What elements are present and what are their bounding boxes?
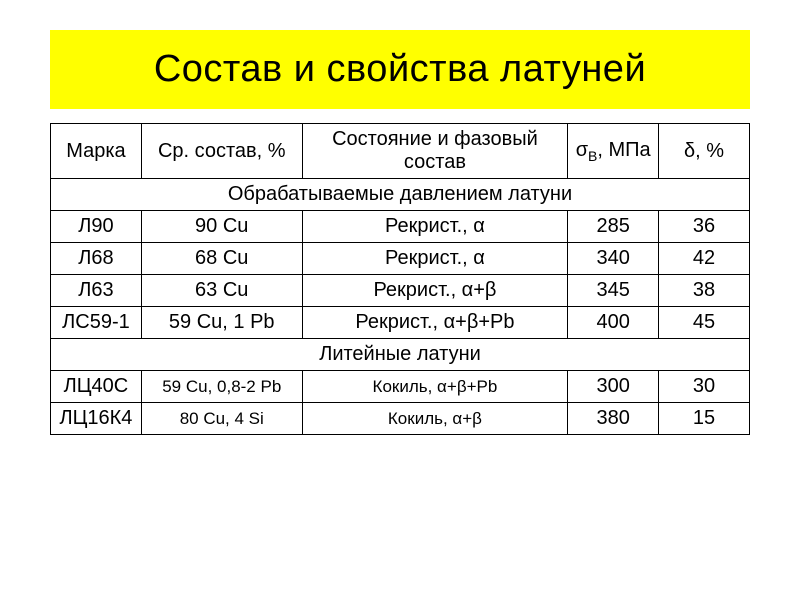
- cell-comp: 80 Cu, 4 Si: [141, 403, 302, 435]
- cell-state: Кокиль, α+β+Pb: [302, 371, 568, 403]
- cell-mark: Л63: [51, 275, 142, 307]
- table-section-row: Обрабатываемые давлением латуни: [51, 179, 750, 211]
- slide: Состав и свойства латуней Марка Ср. сост…: [0, 0, 800, 600]
- table-row: ЛЦ16К480 Cu, 4 SiКокиль, α+β38015: [51, 403, 750, 435]
- slide-title: Состав и свойства латуней: [60, 48, 740, 91]
- cell-comp: 68 Cu: [141, 243, 302, 275]
- table-section-title: Литейные латуни: [51, 339, 750, 371]
- cell-mark: Л90: [51, 211, 142, 243]
- cell-sigma: 285: [568, 211, 659, 243]
- cell-delta: 45: [659, 307, 750, 339]
- table-row: ЛС59-159 Cu, 1 PbРекрист., α+β+Pb40045: [51, 307, 750, 339]
- col-header-sigma: σВ, МПа: [568, 124, 659, 179]
- cell-comp: 90 Cu: [141, 211, 302, 243]
- table-row: Л6868 CuРекрист., α34042: [51, 243, 750, 275]
- col-header-mark: Марка: [51, 124, 142, 179]
- col-header-state: Состояние и фазовый состав: [302, 124, 568, 179]
- cell-sigma: 340: [568, 243, 659, 275]
- brass-table: Марка Ср. состав, % Состояние и фазовый …: [50, 123, 750, 435]
- cell-sigma: 300: [568, 371, 659, 403]
- cell-delta: 38: [659, 275, 750, 307]
- cell-state: Рекрист., α+β+Pb: [302, 307, 568, 339]
- cell-sigma: 380: [568, 403, 659, 435]
- table-header-row: Марка Ср. состав, % Состояние и фазовый …: [51, 124, 750, 179]
- cell-state: Рекрист., α: [302, 211, 568, 243]
- cell-delta: 15: [659, 403, 750, 435]
- col-header-delta: δ, %: [659, 124, 750, 179]
- cell-mark: ЛЦ16К4: [51, 403, 142, 435]
- cell-delta: 30: [659, 371, 750, 403]
- table-row: Л6363 CuРекрист., α+β34538: [51, 275, 750, 307]
- cell-delta: 42: [659, 243, 750, 275]
- cell-state: Рекрист., α: [302, 243, 568, 275]
- cell-mark: Л68: [51, 243, 142, 275]
- cell-state: Рекрист., α+β: [302, 275, 568, 307]
- table-body: Обрабатываемые давлением латуниЛ9090 CuР…: [51, 179, 750, 435]
- cell-comp: 59 Cu, 0,8-2 Pb: [141, 371, 302, 403]
- cell-comp: 59 Cu, 1 Pb: [141, 307, 302, 339]
- title-bar: Состав и свойства латуней: [50, 30, 750, 109]
- col-header-composition: Ср. состав, %: [141, 124, 302, 179]
- cell-mark: ЛЦ40С: [51, 371, 142, 403]
- cell-sigma: 400: [568, 307, 659, 339]
- table-row: Л9090 CuРекрист., α28536: [51, 211, 750, 243]
- table-row: ЛЦ40С59 Cu, 0,8-2 PbКокиль, α+β+Pb30030: [51, 371, 750, 403]
- cell-sigma: 345: [568, 275, 659, 307]
- cell-mark: ЛС59-1: [51, 307, 142, 339]
- cell-state: Кокиль, α+β: [302, 403, 568, 435]
- cell-delta: 36: [659, 211, 750, 243]
- table-section-row: Литейные латуни: [51, 339, 750, 371]
- cell-comp: 63 Cu: [141, 275, 302, 307]
- table-section-title: Обрабатываемые давлением латуни: [51, 179, 750, 211]
